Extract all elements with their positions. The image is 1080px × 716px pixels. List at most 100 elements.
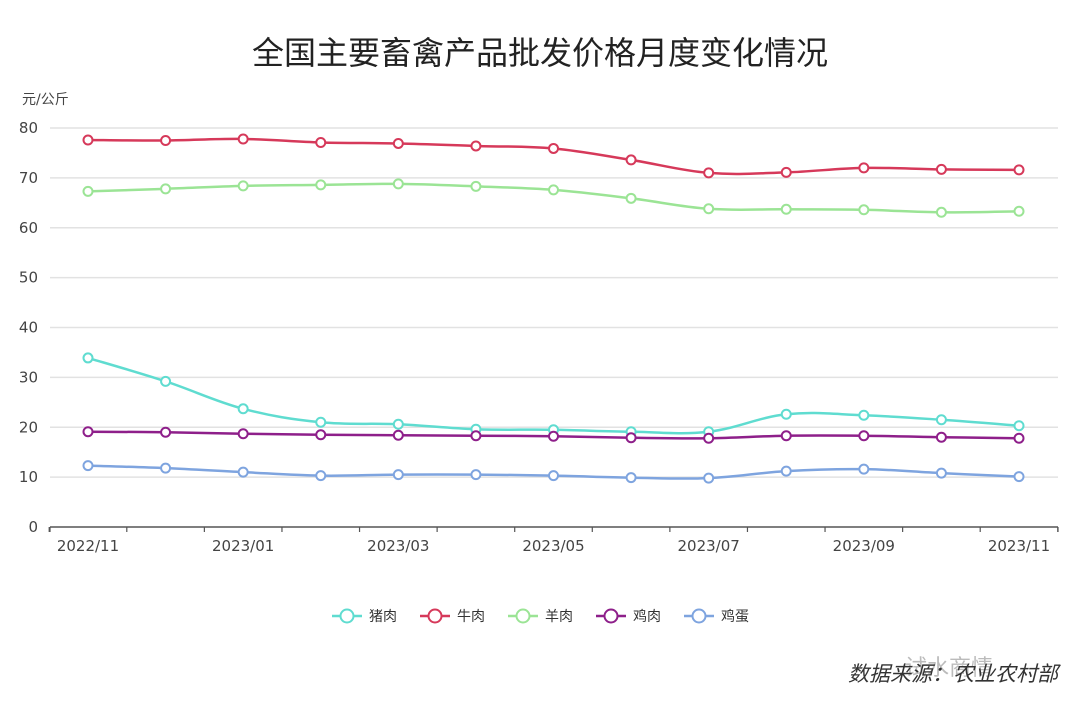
data-point <box>858 204 870 216</box>
data-point <box>82 460 94 472</box>
data-point <box>1013 420 1025 432</box>
data-point <box>1013 471 1025 483</box>
chart-title: 全国主要畜禽产品批发价格月度变化情况 <box>251 34 828 72</box>
data-point <box>237 133 249 145</box>
y-tick-label: 40 <box>19 319 38 337</box>
data-point <box>935 163 947 175</box>
data-point <box>82 426 94 438</box>
data-point <box>1013 205 1025 217</box>
data-point <box>160 183 172 195</box>
data-point <box>548 470 559 482</box>
data-point <box>548 430 559 442</box>
source-note: 数据来源：农业农村部 <box>848 662 1058 686</box>
data-point <box>625 472 637 484</box>
legend-label: 鸡蛋 <box>721 609 749 625</box>
data-point <box>237 180 249 192</box>
data-point <box>1013 432 1025 444</box>
data-point <box>780 203 792 215</box>
data-point <box>858 463 870 475</box>
x-tick-label: 2023/07 <box>678 537 740 555</box>
x-tick-label: 2022/11 <box>57 537 119 555</box>
x-tick-label: 2023/03 <box>367 537 429 555</box>
y-tick-label: 20 <box>19 418 38 436</box>
data-point <box>935 467 947 479</box>
data-point <box>935 431 947 443</box>
data-point <box>1013 164 1025 176</box>
x-tick-label: 2023/11 <box>988 537 1050 555</box>
data-point <box>935 414 947 426</box>
data-point <box>392 178 404 190</box>
data-point <box>237 403 249 415</box>
data-point <box>82 185 94 197</box>
data-point <box>237 428 249 440</box>
data-point <box>392 418 404 430</box>
series-鸡肉 <box>82 426 1025 444</box>
data-point <box>160 462 172 474</box>
x-tick-label: 2023/09 <box>833 537 895 555</box>
data-point <box>470 469 482 481</box>
y-tick-label: 30 <box>19 368 38 386</box>
series-牛肉 <box>82 133 1025 179</box>
y-tick-label: 0 <box>28 518 38 536</box>
data-point <box>315 136 327 148</box>
data-point <box>780 166 792 178</box>
legend-item[interactable]: 羊肉 <box>507 606 573 626</box>
data-point <box>858 430 870 442</box>
data-point <box>548 184 559 196</box>
legend: 猪肉 牛肉 羊肉 鸡肉 鸡蛋 <box>0 606 1080 626</box>
y-tick-label: 60 <box>19 219 38 237</box>
data-point <box>780 408 792 420</box>
data-point <box>703 472 715 484</box>
legend-item[interactable]: 牛肉 <box>419 606 485 626</box>
data-point <box>470 140 482 152</box>
data-point <box>160 134 172 146</box>
x-tick-label: 2023/01 <box>212 537 274 555</box>
data-point <box>82 352 94 364</box>
data-point <box>625 154 637 166</box>
x-tick-label: 2023/05 <box>522 537 584 555</box>
data-point <box>315 429 327 441</box>
y-axis-unit-label: 元/公斤 <box>22 92 69 108</box>
axes: 0 10 20 30 40 50 60 70 80 2022/11 2023/01 2023/03 20… <box>19 119 1059 555</box>
data-point <box>548 142 559 154</box>
data-point <box>703 167 715 179</box>
line-chart: 元/公斤 0 10 20 30 40 50 60 70 80 2022/11 2023/01 2023… <box>19 92 1059 555</box>
data-point <box>315 179 327 191</box>
series-猪肉 <box>82 352 1025 438</box>
data-point <box>703 432 715 444</box>
legend-item[interactable]: 鸡肉 <box>595 606 661 626</box>
y-tick-label: 80 <box>19 119 38 137</box>
legend-swatch <box>420 608 450 624</box>
data-point <box>780 465 792 477</box>
watermark-text: 试水商情 <box>905 656 994 681</box>
legend-label: 羊肉 <box>545 609 573 625</box>
legend-label: 猪肉 <box>369 609 397 625</box>
data-point <box>935 206 947 218</box>
legend-item[interactable]: 鸡蛋 <box>683 606 749 626</box>
y-tick-label: 70 <box>19 169 38 187</box>
data-point <box>392 137 404 149</box>
data-point <box>625 192 637 204</box>
series-羊肉 <box>82 178 1025 218</box>
data-point <box>470 180 482 192</box>
legend-label: 鸡肉 <box>633 609 661 625</box>
legend-swatch <box>596 608 626 624</box>
y-tick-label: 10 <box>19 468 38 486</box>
data-point <box>82 134 94 146</box>
legend-item[interactable]: 猪肉 <box>331 606 397 626</box>
legend-swatch <box>508 608 538 624</box>
y-tick-label: 50 <box>19 269 38 287</box>
legend-label: 牛肉 <box>457 609 485 625</box>
data-point <box>392 429 404 441</box>
data-point <box>625 432 637 444</box>
data-point <box>315 470 327 482</box>
data-point <box>160 375 172 387</box>
data-point <box>780 430 792 442</box>
data-point <box>392 469 404 481</box>
data-point <box>160 426 172 438</box>
data-point <box>237 466 249 478</box>
data-point <box>858 409 870 421</box>
data-point <box>703 203 715 215</box>
data-point <box>315 416 327 428</box>
series-鸡蛋 <box>82 460 1025 484</box>
